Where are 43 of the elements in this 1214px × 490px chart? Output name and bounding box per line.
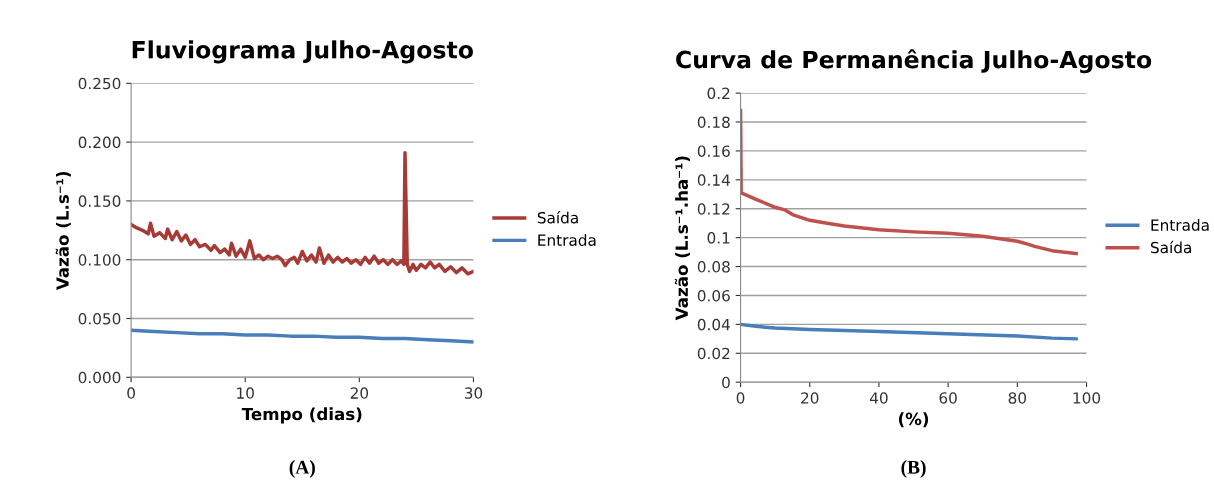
x-axis-title: Tempo (dias) [241, 407, 362, 424]
chart-title: Fluviograma Julho-Agosto [132, 40, 473, 64]
x-tick-label: 20 [801, 392, 819, 404]
y-tick-label: 0.250 [78, 77, 121, 90]
y-tick-label: 0.06 [697, 289, 730, 302]
legend-label: Saída [1150, 240, 1191, 254]
y-tick-label: 0.200 [78, 136, 121, 149]
x-tick-label: 100 [1073, 392, 1101, 404]
y-tick-label: 0.100 [78, 254, 121, 266]
y-tick-label: 0.02 [697, 347, 730, 360]
legend-label: Entrada [1151, 219, 1209, 231]
chart-title: Curva de Permanência Julho-Agosto [676, 49, 1152, 74]
y-tick-label: 0.000 [78, 371, 121, 384]
x-tick-label: 40 [869, 392, 888, 404]
y-axis-title: Vazão (L.s⁻¹) [55, 171, 71, 291]
x-tick-label: 80 [1008, 392, 1027, 404]
text: (A) [289, 460, 315, 478]
y-tick-label: 0.12 [697, 203, 730, 215]
y-tick-label: 0.04 [697, 318, 730, 331]
line-series [740, 108, 1078, 256]
y-tick-label: 0.16 [697, 145, 730, 157]
y-tick-label: 0.14 [697, 174, 730, 186]
y-tick-label: 0.1 [707, 232, 730, 244]
y-tick-label: 0.050 [78, 312, 121, 325]
x-tick-label: 20 [350, 387, 369, 399]
legend-label: Entrada [538, 234, 596, 246]
y-axis-title: Vazão (L.s⁻¹.ha⁻¹) [674, 156, 690, 321]
line-series [131, 328, 474, 344]
x-tick-label: 10 [237, 387, 254, 399]
x-axis-title: (%) [899, 412, 929, 428]
y-tick-label: 0.18 [697, 116, 730, 129]
legend-label: Saída [537, 211, 578, 224]
text: (B) [901, 460, 926, 478]
x-tick-label: 30 [464, 387, 483, 399]
line-series [131, 150, 474, 276]
line-series [740, 322, 1078, 341]
y-tick-label: 0.150 [78, 195, 121, 207]
x-tick-label: 0 [127, 387, 135, 399]
x-tick-label: 60 [939, 392, 957, 404]
y-tick-label: 0.08 [697, 261, 730, 273]
y-tick-label: 0 [722, 376, 730, 389]
y-tick-label: 0.2 [707, 87, 730, 100]
x-tick-label: 0 [736, 392, 745, 404]
